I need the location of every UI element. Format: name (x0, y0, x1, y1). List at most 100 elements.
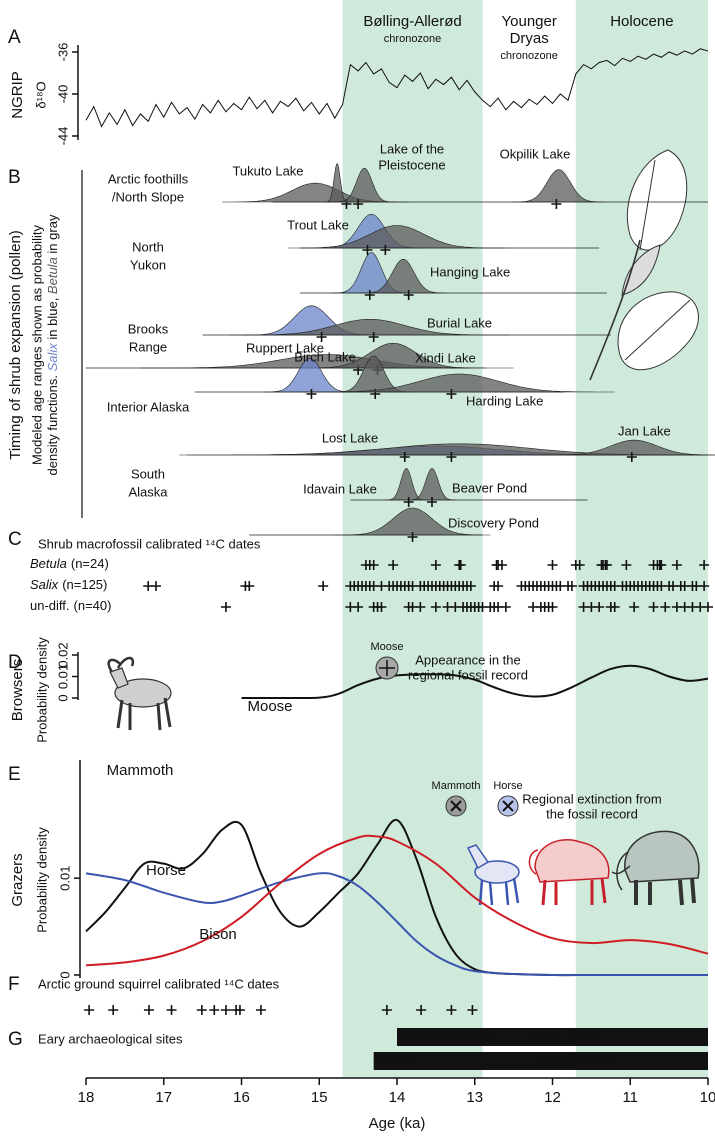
lake-label: Harding Lake (466, 393, 543, 408)
median-marker (306, 389, 317, 399)
date-marker (376, 602, 387, 612)
panel-letter: C (8, 529, 22, 550)
moose-icon (107, 656, 172, 731)
row-count: (n=125) (62, 577, 107, 592)
panel-letter: A (8, 27, 21, 48)
appearance-icon-cross (379, 660, 395, 676)
axis-note: Modeled age ranges shown as probability (29, 225, 44, 465)
y-axis-label: Grazers (9, 853, 26, 906)
date-marker (446, 1005, 457, 1015)
axis-note-part: in gray (45, 214, 60, 257)
panel-letter: G (8, 1029, 23, 1050)
site-component: Sub-paleosol (403, 1029, 491, 1046)
chronozone-band (575, 0, 708, 1078)
density-curve (263, 357, 357, 393)
annotation: Regional extinction from (522, 791, 661, 806)
icon-label: Mammoth (432, 780, 481, 792)
date-marker (318, 581, 329, 591)
date-marker (108, 1005, 119, 1015)
date-marker (496, 560, 507, 570)
date-marker (699, 560, 710, 570)
y-tick-label: 0.01 (55, 664, 70, 689)
median-marker (368, 332, 379, 342)
median-marker (403, 497, 414, 507)
date-marker (234, 1005, 245, 1015)
series-label: Horse (146, 862, 186, 879)
date-marker (629, 602, 640, 612)
icon-label: Horse (493, 780, 522, 792)
y-axis-label-secondary: Probability density (34, 637, 49, 743)
axis-note-part: Salix (45, 343, 60, 372)
date-marker (143, 1005, 154, 1015)
chronozone-label: Bølling-Allerød (363, 13, 461, 30)
median-marker (362, 245, 373, 255)
date-marker (601, 560, 612, 570)
x-tick-label: 18 (78, 1089, 95, 1106)
median-marker (551, 199, 562, 209)
median-marker (380, 245, 391, 255)
row-label: un-diff. (n=40) (30, 598, 111, 613)
date-marker (547, 602, 558, 612)
date-marker (465, 581, 476, 591)
date-marker (500, 602, 511, 612)
row-label: Betula (n=24) (30, 556, 109, 571)
group-label: /North Slope (112, 189, 184, 204)
group-label: South (131, 466, 165, 481)
lake-label: Pleistocene (378, 157, 445, 172)
x-tick-label: 14 (389, 1089, 406, 1106)
y-axis-label: Timing of shrub expansion (pollen) (7, 230, 24, 460)
chronozone-label: Holocene (610, 13, 673, 30)
group-label: Interior Alaska (107, 399, 190, 414)
date-marker (415, 602, 426, 612)
date-marker (220, 1005, 231, 1015)
lake-label: Birch Lake (294, 349, 355, 364)
density-curve (303, 373, 615, 393)
panel-letter: D (8, 652, 22, 673)
y-tick-label: -44 (55, 127, 70, 146)
x-tick-label: 17 (155, 1089, 172, 1106)
date-marker (547, 560, 558, 570)
row-label: Salix (n=125) (30, 577, 107, 592)
density-curve (359, 258, 447, 294)
date-marker (609, 602, 620, 612)
y-axis-label: NGRIP (9, 71, 26, 119)
x-tick-label: 10 (700, 1089, 715, 1106)
x-tick-label: 15 (311, 1089, 328, 1106)
lake-label: Okpilik Lake (500, 146, 571, 161)
site-range (373, 1052, 708, 1070)
axis-note-part: in blue, (45, 294, 60, 343)
row-taxon: Salix (30, 577, 59, 592)
date-marker (150, 581, 161, 591)
site-name: Little John (531, 1029, 599, 1046)
series-label: Mammoth (107, 762, 174, 779)
extinction-icon-skull (502, 800, 514, 812)
group-label: North (132, 239, 164, 254)
annotation: the fossil record (546, 806, 638, 821)
median-marker (403, 290, 414, 300)
chronozone-label: Dryas (510, 30, 549, 47)
lake-label: Lake of the (380, 141, 444, 156)
series-label: Moose (247, 698, 292, 715)
y-tick-label: 0.02 (55, 642, 70, 667)
site-range (397, 1028, 708, 1046)
density-curve (334, 507, 491, 536)
group-label: Arctic foothills (108, 171, 189, 186)
data-line (85, 872, 708, 977)
mammoth-icon (611, 830, 700, 906)
row-taxon: un-diff. (30, 598, 70, 613)
x-tick-label: 12 (544, 1089, 561, 1106)
group-label: Range (129, 339, 167, 354)
date-marker (648, 602, 659, 612)
date-marker (353, 602, 364, 612)
chronozone-label: Younger (502, 13, 557, 30)
lake-label: Hanging Lake (430, 264, 510, 279)
x-tick-label: 13 (466, 1089, 483, 1106)
median-marker (446, 452, 457, 462)
panel-letter: E (8, 764, 21, 785)
lake-label: Burial Lake (427, 315, 492, 330)
x-tick-label: 16 (233, 1089, 250, 1106)
date-marker (244, 581, 255, 591)
annotation: Appearance in the (415, 652, 521, 667)
